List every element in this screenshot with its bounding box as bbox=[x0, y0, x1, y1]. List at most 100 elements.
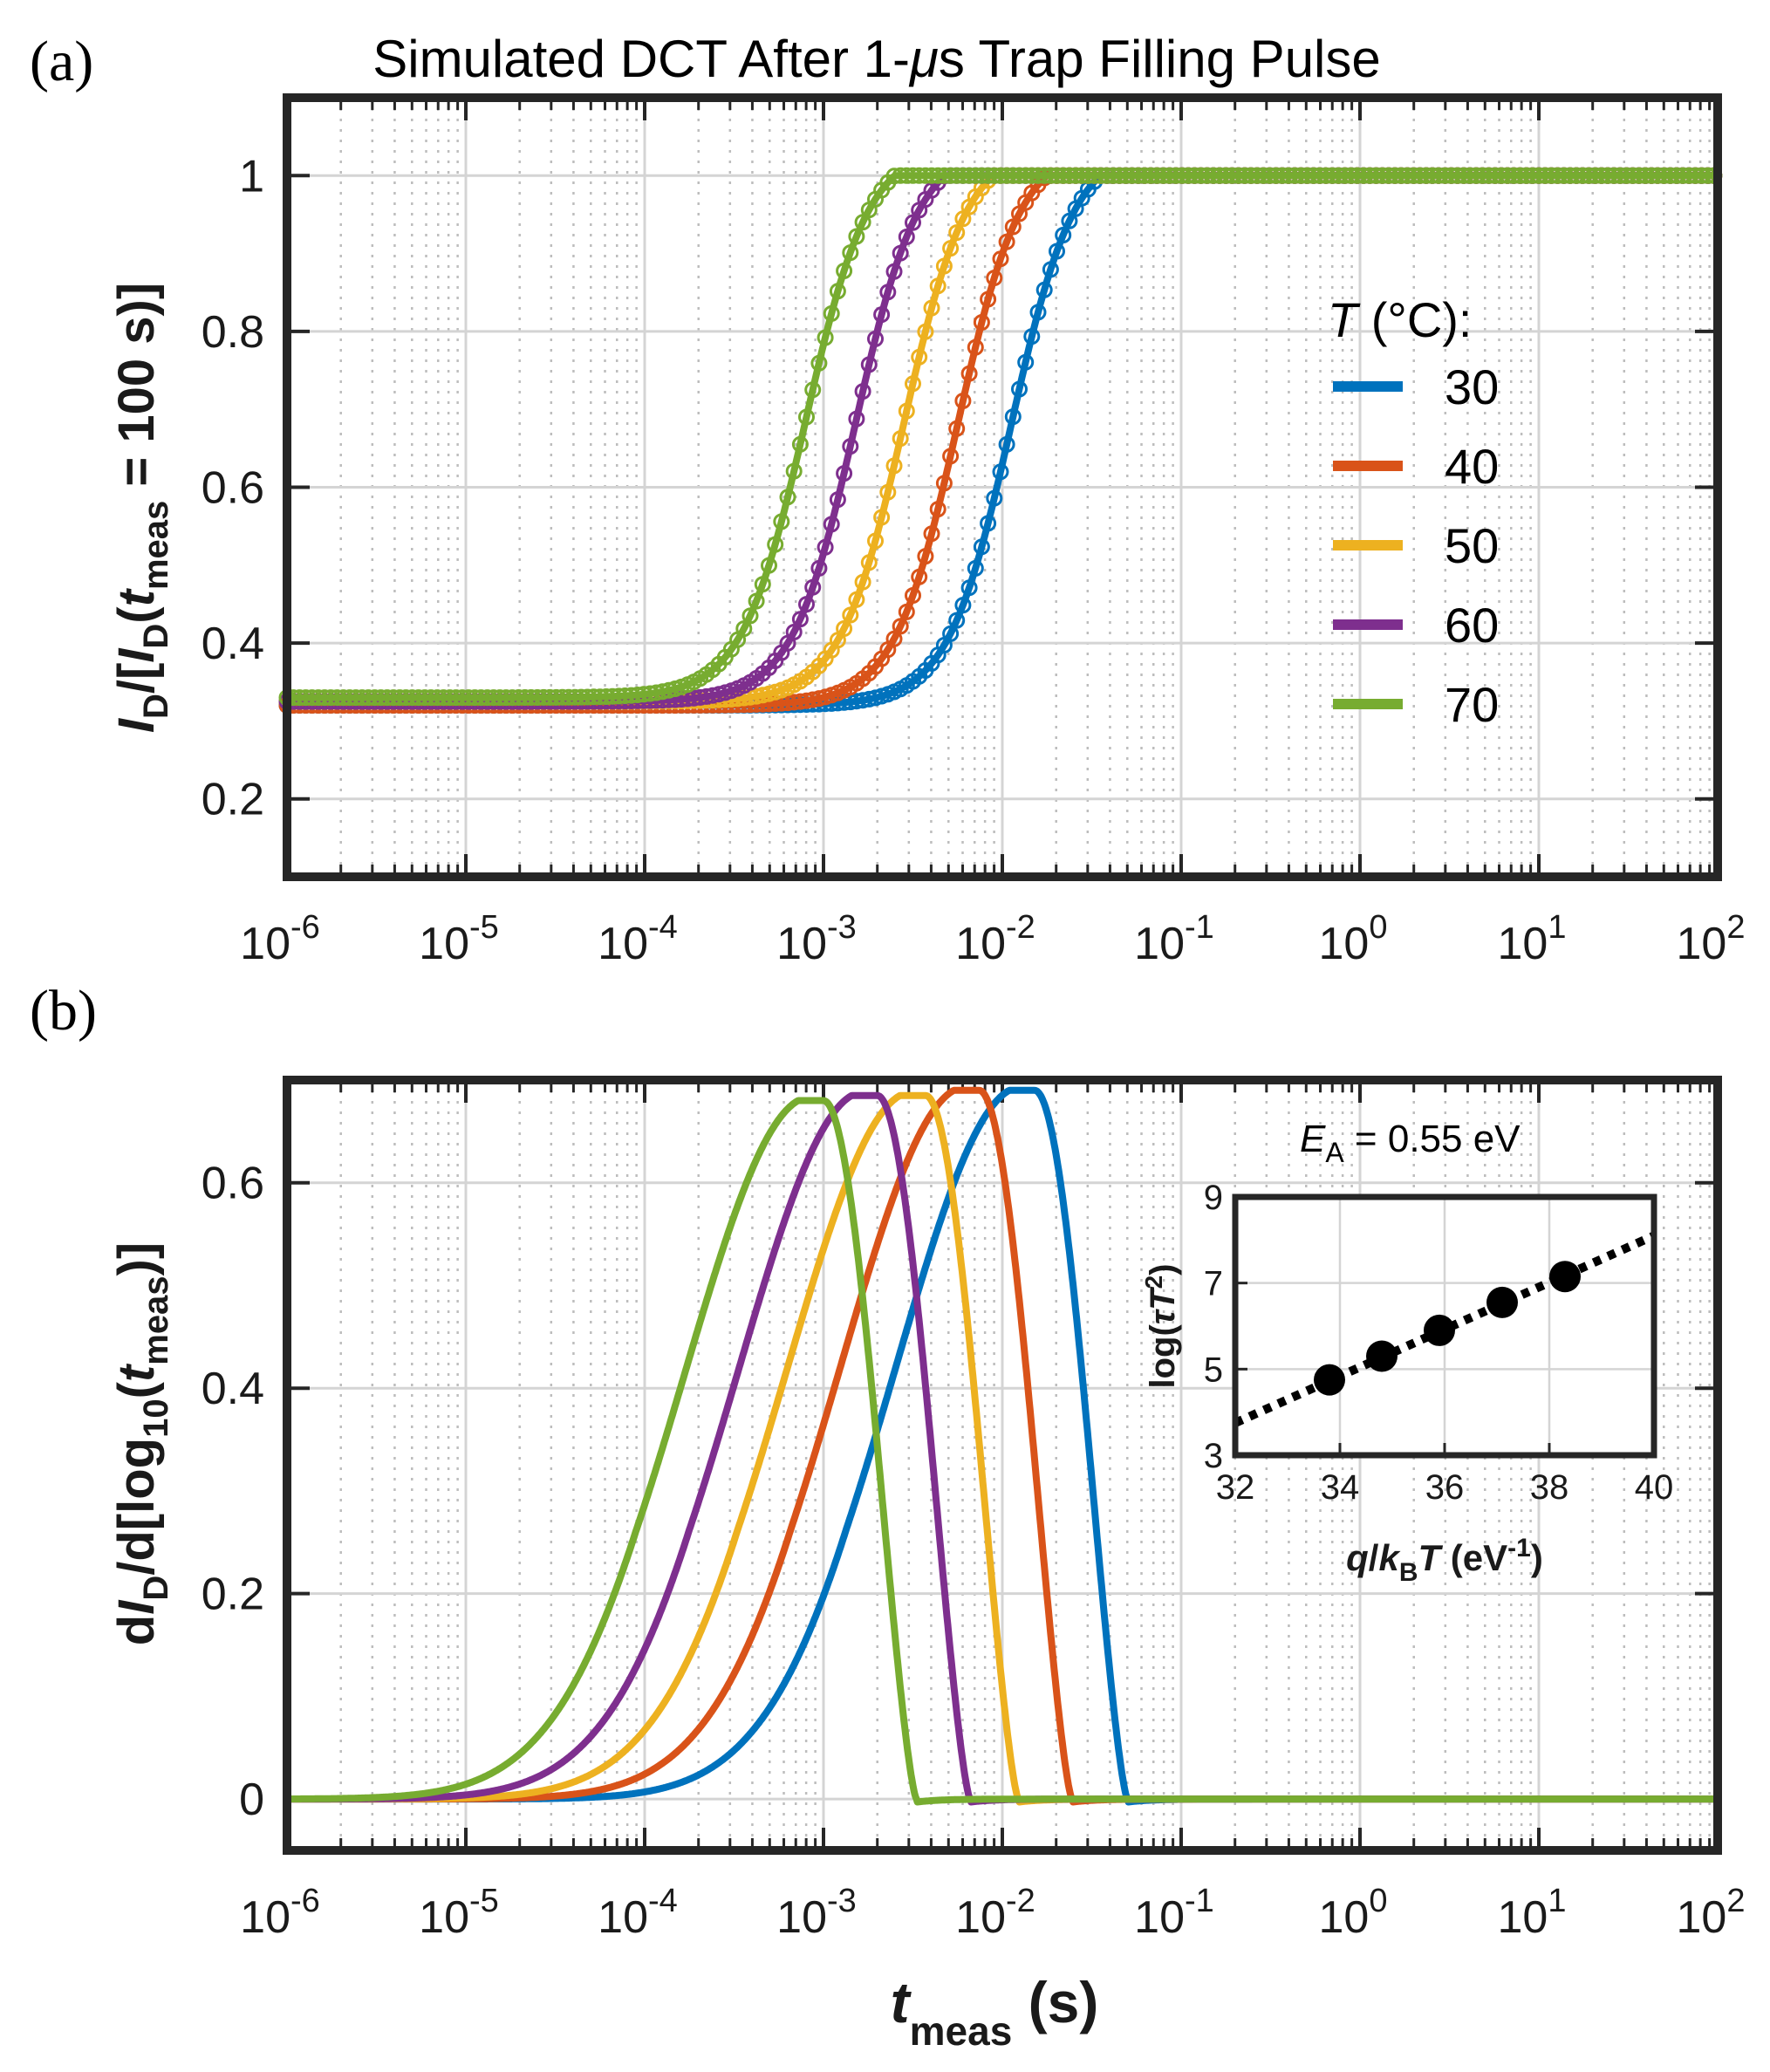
chart-b-frame bbox=[283, 1076, 1722, 1855]
legend: T (°C): 30 40 50 60 70 bbox=[1328, 292, 1499, 732]
chart-a-grid bbox=[285, 98, 1719, 877]
series-a-70-marker bbox=[441, 689, 459, 707]
series-a-70-marker bbox=[1261, 167, 1278, 184]
chart-a-ylabel: ID/[ID(tmeas = 100 s)] bbox=[108, 283, 175, 733]
series-a-70-marker bbox=[1486, 167, 1504, 184]
inset-ticks: 32 34 36 38 40 3 5 7 9 bbox=[1204, 1179, 1674, 1507]
chart-a-xtick-label: 10-6 bbox=[240, 909, 320, 969]
series-a-70-marker bbox=[516, 689, 534, 706]
series-a-70-marker bbox=[1254, 167, 1272, 184]
series-a-70-marker bbox=[1317, 167, 1335, 184]
series-a-30-marker bbox=[967, 559, 984, 577]
series-a-70-marker bbox=[610, 687, 627, 705]
inset-fit-line bbox=[1233, 1231, 1657, 1427]
series-a-70-marker bbox=[1618, 167, 1635, 184]
series-a-70-marker bbox=[1680, 167, 1698, 184]
series-a-70-marker bbox=[328, 689, 345, 707]
series-a-70-marker bbox=[1336, 167, 1354, 184]
series-a-70-marker bbox=[1518, 167, 1535, 184]
inset-xtick-label: 38 bbox=[1530, 1468, 1569, 1507]
series-a-70-marker bbox=[322, 689, 339, 707]
series-a-60-marker bbox=[810, 559, 828, 577]
series-a-60-marker bbox=[804, 578, 822, 596]
chart-b-ytick-label: 0.6 bbox=[202, 1159, 264, 1209]
series-a-70-marker bbox=[1405, 167, 1422, 184]
series-a-70-marker bbox=[1230, 167, 1247, 184]
series-a-60-marker bbox=[817, 538, 834, 556]
series-a-50-marker bbox=[885, 457, 903, 475]
series-a-40-marker bbox=[911, 568, 928, 585]
series-a-70-marker bbox=[1386, 167, 1404, 184]
series-a-40-marker bbox=[973, 314, 990, 331]
series-a-70-marker bbox=[404, 689, 420, 707]
series-a-70-marker bbox=[1480, 167, 1498, 184]
series-a-60-marker bbox=[898, 229, 915, 245]
inset-ytick-label: 3 bbox=[1204, 1437, 1223, 1475]
series-a-70-marker bbox=[1035, 167, 1053, 184]
series-a-70-marker bbox=[1268, 167, 1285, 184]
series-a-70-marker bbox=[535, 688, 552, 706]
series-a-60-marker bbox=[905, 214, 921, 231]
series-a-70-marker bbox=[1117, 167, 1134, 184]
series-a-30-marker bbox=[1017, 353, 1035, 371]
series-a-70-marker bbox=[1029, 167, 1047, 184]
series-a-70-marker bbox=[448, 689, 465, 707]
series-a-70-marker bbox=[754, 576, 771, 593]
series-a-50-marker bbox=[879, 483, 897, 501]
series-a-40-marker bbox=[935, 475, 953, 492]
series-a-50-marker bbox=[836, 620, 853, 637]
series-a-70-marker bbox=[1104, 167, 1122, 184]
chart-a-xtick-label: 10-5 bbox=[419, 909, 499, 969]
chart-b-plot bbox=[284, 1086, 1720, 1806]
series-a-70-marker bbox=[1242, 167, 1260, 184]
series-a-70-marker bbox=[460, 689, 477, 707]
series-a-30-marker bbox=[992, 463, 1009, 481]
series-a-70-marker bbox=[335, 689, 352, 707]
series-a-70-marker bbox=[1605, 167, 1623, 184]
series-a-70-marker bbox=[1562, 167, 1579, 184]
chart-a-xtick-label: 10-3 bbox=[776, 909, 857, 969]
series-a-70-marker bbox=[1536, 167, 1554, 184]
series-a-70-marker bbox=[1193, 167, 1210, 184]
chart-b-xlabel: tmeas (s) bbox=[891, 1970, 1099, 2054]
series-a-70-marker bbox=[923, 167, 940, 184]
series-a-70-marker bbox=[761, 557, 777, 574]
series-a-40-marker bbox=[1004, 218, 1022, 236]
legend-label-50: 50 bbox=[1445, 518, 1499, 573]
series-a-70-marker bbox=[422, 689, 440, 707]
series-a-70-marker bbox=[1161, 167, 1179, 184]
series-b-70-line bbox=[284, 1097, 1720, 1806]
legend-title: T (°C): bbox=[1328, 292, 1472, 347]
series-a-30-marker bbox=[1035, 281, 1053, 298]
inset-xtick-label: 36 bbox=[1425, 1468, 1465, 1507]
inset-ytick-label: 7 bbox=[1204, 1265, 1223, 1303]
series-a-70-marker bbox=[397, 689, 414, 707]
series-a-30-marker bbox=[1029, 304, 1047, 321]
series-a-70-marker bbox=[1637, 167, 1654, 184]
series-a-30-marker bbox=[973, 538, 990, 556]
series-a-70-marker bbox=[1473, 167, 1491, 184]
series-a-70-marker bbox=[954, 167, 972, 184]
chart-b-ytick-label: 0.2 bbox=[202, 1569, 264, 1620]
chart-a-xtick-label: 100 bbox=[1319, 909, 1388, 969]
series-a-70-marker bbox=[1361, 167, 1378, 184]
series-a-70-marker bbox=[1167, 167, 1185, 184]
series-a-70-marker bbox=[316, 689, 333, 707]
series-a-70-marker bbox=[1092, 167, 1110, 184]
series-a-70-marker bbox=[804, 381, 822, 399]
series-a-70-marker bbox=[773, 513, 790, 530]
series-a-60-marker bbox=[823, 516, 840, 533]
inset-xtick-label: 40 bbox=[1635, 1468, 1674, 1507]
series-a-70-marker bbox=[1505, 167, 1522, 184]
series-a-70-marker bbox=[1217, 167, 1234, 184]
series-a-60-marker bbox=[892, 244, 909, 262]
series-a-70-marker bbox=[1049, 167, 1065, 184]
series-a-70-marker bbox=[1098, 167, 1116, 184]
inset-point bbox=[1486, 1286, 1518, 1318]
series-a-60-marker bbox=[798, 596, 815, 613]
series-a-70-marker bbox=[817, 329, 834, 346]
series-a-70-marker bbox=[1455, 167, 1473, 184]
series-a-70-marker bbox=[1329, 167, 1347, 184]
series-a-70-marker bbox=[585, 688, 603, 706]
